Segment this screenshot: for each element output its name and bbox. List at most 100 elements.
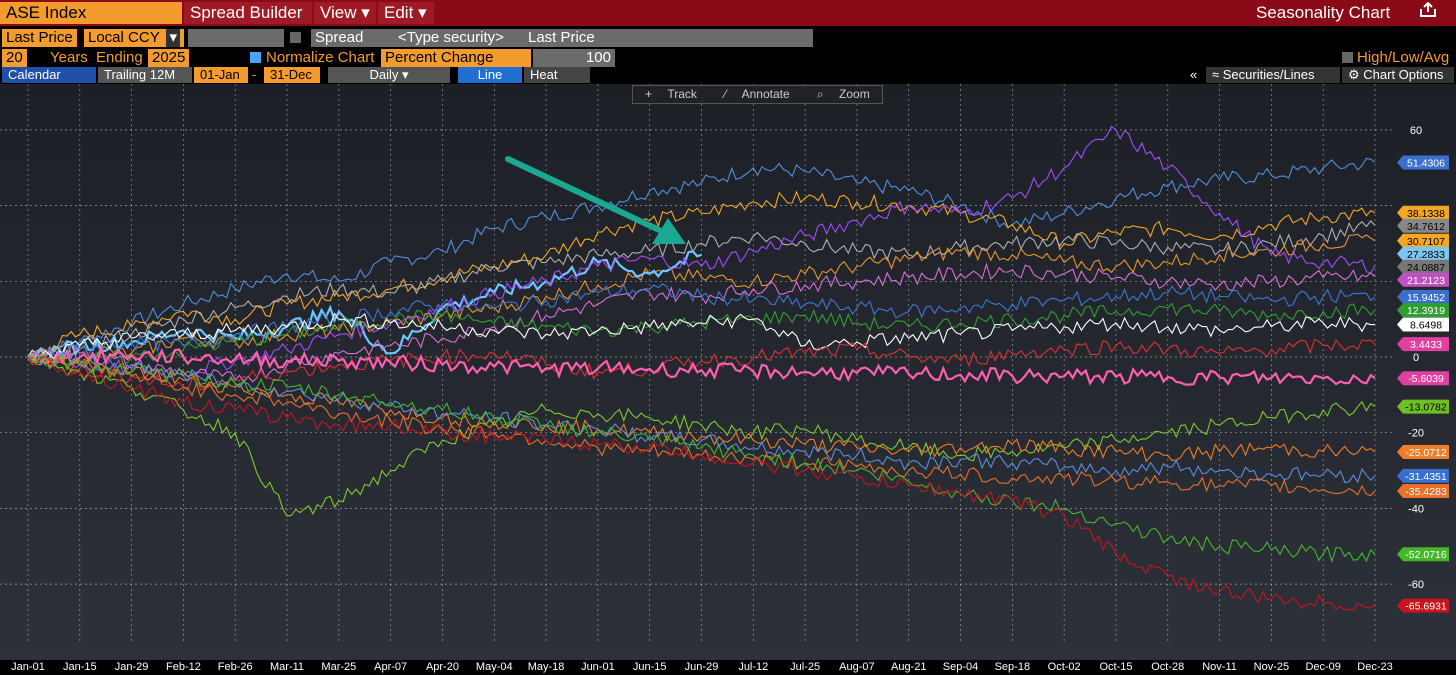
chevron-down-icon[interactable]: ▾ bbox=[166, 29, 180, 47]
last-value-bg bbox=[1397, 399, 1449, 414]
spread-checkbox[interactable] bbox=[290, 32, 301, 43]
last-value-badge: 51.4306 bbox=[1397, 155, 1449, 170]
last-value-bg bbox=[1397, 598, 1449, 613]
annotation-arrow bbox=[505, 156, 686, 244]
series-line bbox=[27, 354, 1376, 517]
series-line bbox=[27, 283, 1376, 358]
last-value-badge: -31.4351 bbox=[1397, 468, 1449, 483]
ticker-field[interactable]: ASE Index bbox=[0, 2, 182, 24]
last-value-text: -5.6039 bbox=[1408, 373, 1444, 385]
normalize-label: Normalize Chart bbox=[266, 49, 375, 66]
last-value-text: 8.6498 bbox=[1410, 319, 1442, 331]
last-value-text: 27.2833 bbox=[1407, 249, 1445, 261]
annotate-tool[interactable]: ⁄ Annotate bbox=[712, 87, 801, 101]
tab-calendar-year[interactable]: Calendar Year bbox=[2, 67, 96, 98]
x-tick-label: Jan-01 bbox=[11, 661, 45, 673]
series-lines bbox=[27, 125, 1376, 612]
last-value-bg bbox=[1397, 468, 1449, 483]
last-value-badge: -5.6039 bbox=[1397, 371, 1449, 386]
tab-trailing-12m[interactable]: Trailing 12M bbox=[98, 67, 192, 83]
price-field-select[interactable]: Last Price bbox=[2, 29, 77, 47]
x-tick-label: Jul-25 bbox=[790, 661, 820, 673]
blank-select-1[interactable] bbox=[188, 29, 284, 47]
settings-row-2: 20 Years Ending 2025 Normalize Chart Per… bbox=[0, 48, 1456, 67]
series-line bbox=[27, 157, 1376, 360]
seasonality-chart: 60 0 -20 -40 -60 Jan-01 Jan-15 Jan-29 Feb-12 Feb… bbox=[0, 84, 1449, 673]
end-year-input[interactable]: 2025 bbox=[148, 49, 190, 67]
securities-lines-button[interactable]: ≈ Securities/Lines bbox=[1206, 67, 1340, 83]
last-value-bg bbox=[1397, 303, 1449, 318]
normalize-checkbox[interactable] bbox=[250, 52, 261, 63]
chart-tools: + Track ⁄ Annotate ⌕ Zoom bbox=[632, 85, 883, 104]
last-value-badge: 34.7612 bbox=[1397, 218, 1449, 233]
last-value-text: -65.6931 bbox=[1405, 601, 1447, 613]
last-value-badge: 8.6498 bbox=[1397, 317, 1449, 332]
last-value-badge: -25.0712 bbox=[1397, 445, 1449, 460]
x-tick-label: Dec-23 bbox=[1357, 661, 1392, 673]
tab-heat-map[interactable]: Heat Map bbox=[524, 67, 590, 98]
view-menu[interactable]: View ▾ bbox=[314, 2, 376, 24]
last-value-text: 34.7612 bbox=[1407, 221, 1445, 233]
tab-line[interactable]: Line bbox=[458, 67, 522, 83]
start-date-input[interactable]: 01-Jan bbox=[194, 67, 248, 83]
last-value-text: -13.0782 bbox=[1405, 402, 1447, 414]
last-value-badge: 21.2123 bbox=[1397, 272, 1449, 287]
years-input[interactable]: 20 bbox=[2, 49, 27, 67]
x-axis: Jan-01 Jan-15 Jan-29 Feb-12 Feb-26 Mar-11 Mar-… bbox=[11, 661, 1393, 673]
y-tick-label: 0 bbox=[1413, 352, 1419, 364]
crosshair-icon: + bbox=[645, 87, 656, 101]
y-tick-label: -20 bbox=[1408, 428, 1424, 440]
collapse-icon[interactable]: « bbox=[1190, 67, 1198, 82]
last-value-bg bbox=[1397, 317, 1449, 332]
securities-label: Securities/Lines bbox=[1222, 67, 1315, 82]
last-value-bg bbox=[1397, 337, 1449, 352]
normalize-mode-select[interactable]: Percent Change bbox=[381, 49, 531, 67]
base-value-input[interactable]: 100 bbox=[533, 49, 615, 67]
share-icon[interactable] bbox=[1405, 1, 1451, 24]
x-tick-label: Mar-11 bbox=[270, 661, 304, 673]
last-value-bg bbox=[1397, 246, 1449, 261]
x-tick-label: Apr-07 bbox=[374, 661, 407, 673]
x-tick-label: Jun-01 bbox=[581, 661, 615, 673]
gear-icon: ⚙ bbox=[1348, 67, 1364, 82]
annotate-label: Annotate bbox=[741, 87, 790, 101]
series-line bbox=[27, 338, 1376, 391]
spread-select[interactable]: Spread bbox=[311, 29, 395, 47]
chart-area[interactable]: 60 0 -20 -40 -60 Jan-01 Jan-15 Jan-29 Feb-12 Feb… bbox=[0, 84, 1456, 673]
end-date-input[interactable]: 31-Dec bbox=[264, 67, 320, 83]
last-value-badge: 30.7107 bbox=[1397, 233, 1449, 248]
x-tick-label: Aug-21 bbox=[891, 661, 926, 673]
last-value-text: -35.4283 bbox=[1405, 486, 1447, 498]
series-line bbox=[27, 345, 1376, 386]
x-tick-label: Oct-28 bbox=[1151, 661, 1184, 673]
period-select[interactable]: Daily ▾ bbox=[328, 67, 450, 83]
blank-select-2[interactable] bbox=[612, 29, 716, 47]
series-line bbox=[27, 352, 1376, 463]
chart-options-button[interactable]: ⚙ Chart Options bbox=[1342, 67, 1454, 83]
last-value-badge: 27.2833 bbox=[1397, 246, 1449, 261]
security-input[interactable]: <Type security> bbox=[394, 29, 526, 47]
blank-select-3[interactable] bbox=[715, 29, 813, 47]
spread-builder-menu[interactable]: Spread Builder bbox=[184, 2, 312, 24]
last-value-bg bbox=[1397, 272, 1449, 287]
series-line bbox=[27, 190, 1376, 358]
x-tick-label: Sep-18 bbox=[995, 661, 1030, 673]
hla-label: High/Low/Avg bbox=[1357, 49, 1450, 66]
magnifier-icon: ⌕ bbox=[816, 87, 828, 101]
zoom-tool[interactable]: ⌕ Zoom bbox=[805, 87, 882, 101]
last-value-text: 15.9452 bbox=[1407, 292, 1445, 304]
price-field-2-select[interactable]: Last Price bbox=[524, 29, 614, 47]
pencil-icon: ⁄ bbox=[724, 87, 730, 101]
last-value-text: 30.7107 bbox=[1407, 236, 1445, 248]
track-label: Track bbox=[667, 87, 697, 101]
hla-checkbox[interactable] bbox=[1342, 52, 1353, 63]
x-tick-label: Jan-15 bbox=[63, 661, 97, 673]
last-value-badge: 24.0887 bbox=[1397, 259, 1449, 274]
y-tick-label: -60 bbox=[1408, 579, 1424, 591]
track-tool[interactable]: + Track bbox=[633, 87, 709, 101]
edit-menu[interactable]: Edit ▾ bbox=[378, 2, 434, 24]
x-tick-label: Nov-25 bbox=[1254, 661, 1289, 673]
last-value-text: -25.0712 bbox=[1405, 447, 1447, 459]
currency-select[interactable]: Local CCY ▾ bbox=[84, 29, 184, 47]
